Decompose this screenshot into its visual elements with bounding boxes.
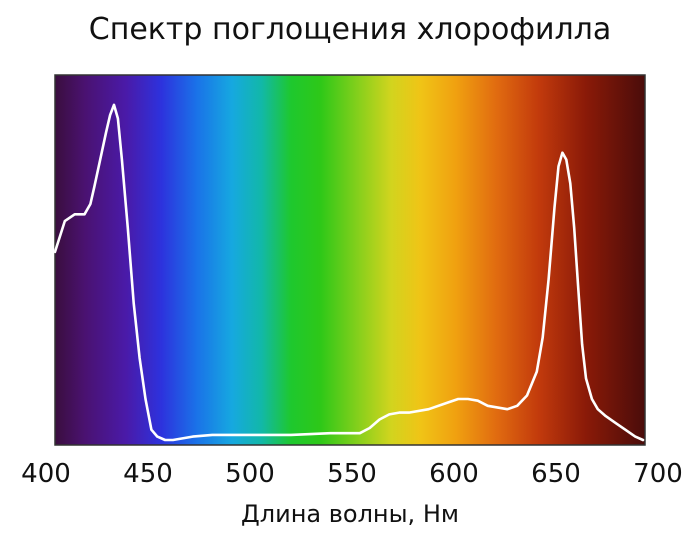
x-axis-label: Длина волны, Нм	[241, 500, 459, 528]
x-tick-label: 400	[21, 459, 71, 489]
x-tick-label: 600	[429, 459, 479, 489]
x-tick-label: 700	[633, 459, 683, 489]
plot-area	[54, 74, 646, 446]
x-tick-label: 650	[531, 459, 581, 489]
x-tick-label: 450	[123, 459, 173, 489]
x-tick-label: 550	[327, 459, 377, 489]
x-tick-label: 500	[225, 459, 275, 489]
chart-title: Спектр поглощения хлорофилла	[88, 12, 612, 47]
absorption-curve	[53, 103, 645, 442]
x-tick-labels: 400 450 500 550 600 650 700	[21, 459, 683, 489]
